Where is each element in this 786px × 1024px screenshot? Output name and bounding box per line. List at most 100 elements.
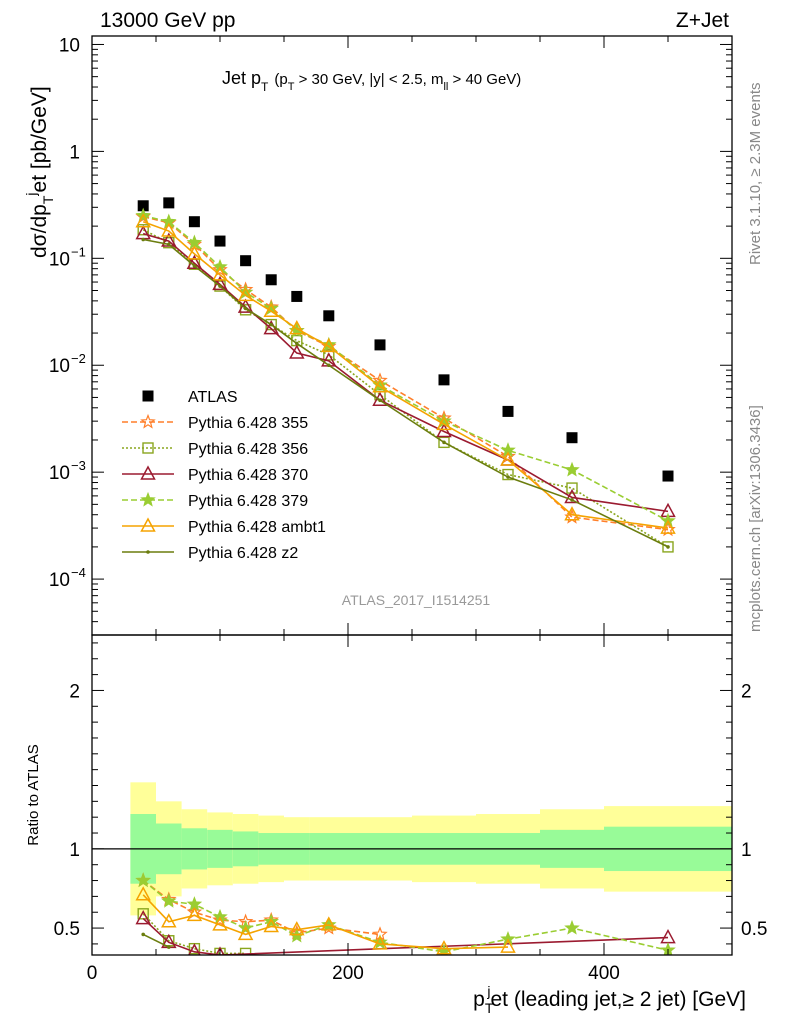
data-point (289, 344, 305, 359)
x-tick-label: 0 (87, 963, 98, 984)
data-point (660, 519, 676, 534)
ratio-point (372, 934, 388, 949)
data-point (192, 264, 197, 268)
ratio-point (500, 938, 516, 953)
ratio-point (237, 925, 254, 941)
data-point (212, 261, 228, 277)
data-point (564, 488, 580, 504)
legend-label: Pythia 6.428 379 (188, 493, 308, 510)
data-point (372, 378, 388, 393)
ratio-panel-frame (91, 634, 733, 956)
ratio-ylabel: Ratio to ATLAS (25, 744, 42, 845)
ratio-series-line (142, 913, 246, 955)
ratio-point (372, 935, 388, 950)
legend-marker (146, 550, 150, 554)
legend-label: Pythia 6.428 z2 (188, 545, 298, 562)
ratio-point (167, 945, 171, 949)
y-tick-label: 10 (59, 35, 80, 56)
data-point (263, 302, 279, 317)
ratio-y-tick-label-right: 2 (741, 681, 752, 702)
data-point (137, 200, 149, 212)
ratio-series-line (142, 917, 669, 955)
ratio-point (263, 917, 279, 933)
data-point (438, 374, 450, 386)
data-point (564, 461, 580, 477)
legend-marker (140, 517, 156, 532)
data-point (506, 475, 510, 479)
ratio-point (436, 940, 452, 955)
data-point (237, 286, 254, 302)
data-point (163, 197, 175, 209)
ratio-y-tick-label-right: 0.5 (741, 919, 767, 940)
legend-marker (142, 390, 154, 402)
data-point (666, 545, 670, 549)
ratio-point (161, 892, 177, 908)
title-cond-a: (p (274, 71, 287, 88)
y-tick-label: 10 (49, 463, 70, 484)
xlabel-main: p (473, 988, 485, 1011)
series-pythia-6-428-z2 (141, 237, 670, 549)
data-point (135, 213, 151, 228)
data-point (570, 498, 574, 502)
legend-label: ATLAS (188, 389, 238, 406)
legend-entry: ATLAS (142, 389, 238, 406)
data-point (442, 440, 446, 445)
analysis-label: ATLAS_2017_I1514251 (342, 592, 491, 608)
main-ylabel: dσ/dpTjet [pb/GeV] (23, 86, 56, 258)
ratio-point (321, 916, 337, 931)
series-pythia-6-428-356 (137, 224, 674, 553)
data-point (378, 398, 382, 403)
process-label: Z+Jet (676, 9, 729, 32)
data-point (564, 506, 580, 521)
ratio-point (660, 928, 676, 944)
data-point (566, 432, 578, 444)
ratio-y-tick-label-left: 0.5 (54, 919, 80, 940)
ratio-series-pythia-6-428-z2 (141, 932, 171, 949)
ratio-point (135, 909, 151, 925)
title-sub-t: T (261, 80, 269, 94)
title-cond-c: > 40 GeV) (448, 71, 521, 88)
ratio-series-line (142, 894, 509, 950)
ratio-y-tick-label-right: 1 (741, 840, 752, 861)
ratio-series-line (142, 933, 170, 948)
data-point (186, 245, 203, 260)
legend-label: Pythia 6.428 356 (188, 441, 308, 458)
ratio-y-tick-label-left: 2 (69, 681, 80, 702)
y-tick-label: 10 (49, 570, 70, 591)
data-point (327, 363, 331, 368)
ratio-point (212, 916, 228, 931)
main-panel-series (135, 197, 676, 553)
data-point (243, 306, 248, 311)
data-point (265, 274, 277, 286)
data-point (436, 422, 452, 438)
data-point (218, 284, 222, 288)
xlabel-rest: et (leading jet,≥ 2 jet) [GeV] (491, 988, 747, 1011)
y-tick-exponent: −1 (71, 244, 86, 259)
data-point (188, 216, 200, 228)
data-point (141, 237, 145, 242)
xlabel-sup: j (486, 983, 490, 999)
ratio-series-pythia-6-428-ambt1 (135, 886, 516, 955)
legend-label: Pythia 6.428 370 (188, 467, 308, 484)
y-tick-label: 10 (49, 249, 70, 270)
y-tick-exponent: −2 (71, 351, 86, 366)
ratio-point (188, 943, 201, 955)
energy-label: 13000 GeV pp (100, 9, 235, 32)
legend-marker (142, 442, 154, 454)
legend-entry: Pythia 6.428 356 (122, 441, 308, 458)
series-pythia-6-428-ambt1 (135, 213, 676, 534)
y-tick-exponent: −3 (71, 458, 86, 473)
series-pythia-6-428-355 (135, 208, 676, 537)
legend-entry: Pythia 6.428 370 (122, 465, 308, 484)
data-point (137, 224, 149, 236)
data-point (662, 541, 674, 553)
legend-entry: Pythia 6.428 355 (122, 413, 308, 432)
data-point (269, 322, 274, 327)
xlabel-sub: T (485, 1000, 494, 1016)
title-cond-sub-t: T (288, 81, 295, 93)
series-line (142, 229, 669, 548)
data-point (374, 339, 386, 351)
legend-label: Pythia 6.428 ambt1 (188, 519, 326, 536)
legend-marker (140, 491, 156, 507)
legend-entry: Pythia 6.428 ambt1 (122, 517, 326, 536)
